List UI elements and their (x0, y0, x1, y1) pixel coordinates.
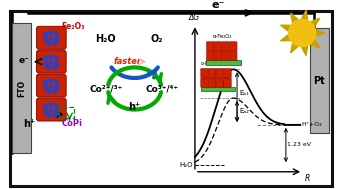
Text: ΔG: ΔG (188, 13, 199, 22)
Text: 1.23 eV: 1.23 eV (287, 143, 311, 147)
Text: e⁻: e⁻ (18, 56, 29, 65)
Text: Eₐ₂: Eₐ₂ (239, 108, 249, 115)
Text: Pt: Pt (314, 76, 325, 86)
Circle shape (53, 113, 57, 117)
Text: faster: faster (114, 57, 142, 66)
Text: H⁺+O₂: H⁺+O₂ (301, 122, 322, 127)
FancyBboxPatch shape (201, 78, 208, 88)
FancyBboxPatch shape (207, 51, 214, 61)
Circle shape (55, 62, 59, 66)
FancyBboxPatch shape (37, 74, 66, 97)
Circle shape (49, 31, 52, 35)
Circle shape (54, 32, 58, 36)
Polygon shape (291, 13, 298, 22)
FancyBboxPatch shape (224, 78, 231, 88)
FancyBboxPatch shape (37, 50, 66, 73)
Circle shape (55, 110, 59, 113)
Polygon shape (302, 10, 307, 20)
Circle shape (54, 104, 58, 108)
FancyBboxPatch shape (37, 26, 66, 49)
FancyBboxPatch shape (229, 51, 237, 61)
Text: Co³⁺/⁴⁺: Co³⁺/⁴⁺ (146, 85, 179, 94)
Polygon shape (280, 35, 290, 41)
Text: CoPi: CoPi (62, 119, 83, 128)
Circle shape (47, 42, 50, 45)
Circle shape (55, 38, 59, 42)
Circle shape (54, 56, 58, 60)
Circle shape (44, 80, 48, 84)
FancyBboxPatch shape (37, 98, 66, 121)
Text: Fe₂O₃: Fe₂O₃ (61, 22, 84, 31)
FancyBboxPatch shape (216, 68, 224, 78)
Text: h⁺: h⁺ (23, 119, 36, 129)
FancyBboxPatch shape (208, 68, 216, 78)
Circle shape (44, 62, 48, 66)
FancyBboxPatch shape (310, 28, 329, 133)
Circle shape (50, 109, 53, 112)
FancyBboxPatch shape (12, 23, 31, 153)
Circle shape (289, 20, 316, 46)
Circle shape (44, 86, 48, 89)
Circle shape (54, 80, 58, 84)
Text: Co²⁺/³⁺: Co²⁺/³⁺ (89, 85, 122, 94)
Circle shape (44, 104, 48, 108)
Polygon shape (280, 25, 290, 31)
FancyBboxPatch shape (208, 78, 216, 88)
Circle shape (47, 66, 50, 69)
FancyBboxPatch shape (201, 87, 235, 91)
Circle shape (53, 89, 57, 93)
Circle shape (49, 55, 52, 59)
Polygon shape (311, 40, 320, 48)
Text: h⁺: h⁺ (129, 102, 141, 112)
FancyBboxPatch shape (214, 42, 222, 51)
Text: α-Fe₂O₃/Co-Pi: α-Fe₂O₃/Co-Pi (201, 60, 233, 66)
Polygon shape (311, 18, 320, 26)
Text: H₂O: H₂O (180, 162, 193, 168)
Text: α-Fe₂O₃: α-Fe₂O₃ (213, 34, 232, 39)
Circle shape (53, 42, 57, 45)
FancyBboxPatch shape (229, 42, 237, 51)
FancyBboxPatch shape (214, 51, 222, 61)
FancyBboxPatch shape (207, 42, 214, 51)
FancyBboxPatch shape (222, 51, 229, 61)
Circle shape (49, 79, 52, 83)
Text: FTO: FTO (17, 80, 26, 97)
Polygon shape (302, 46, 307, 56)
Circle shape (289, 20, 316, 46)
Circle shape (47, 113, 50, 117)
Circle shape (47, 89, 50, 93)
FancyBboxPatch shape (224, 68, 231, 78)
Text: O₂: O₂ (150, 34, 163, 44)
Text: e⁻: e⁻ (211, 0, 225, 10)
Circle shape (50, 85, 53, 88)
Circle shape (50, 61, 53, 65)
FancyBboxPatch shape (216, 78, 224, 88)
Text: Eₐ₁: Eₐ₁ (239, 90, 249, 96)
Text: H₂O: H₂O (96, 34, 116, 44)
Circle shape (44, 38, 48, 42)
Polygon shape (316, 30, 325, 36)
Circle shape (44, 56, 48, 60)
FancyBboxPatch shape (10, 11, 332, 186)
Polygon shape (291, 44, 298, 53)
Circle shape (55, 86, 59, 89)
FancyBboxPatch shape (201, 68, 208, 78)
Circle shape (49, 103, 52, 107)
Circle shape (44, 110, 48, 113)
Circle shape (53, 66, 57, 69)
Circle shape (44, 32, 48, 36)
FancyBboxPatch shape (222, 42, 229, 51)
FancyBboxPatch shape (207, 60, 241, 65)
Circle shape (50, 37, 53, 41)
Text: R: R (305, 174, 310, 183)
